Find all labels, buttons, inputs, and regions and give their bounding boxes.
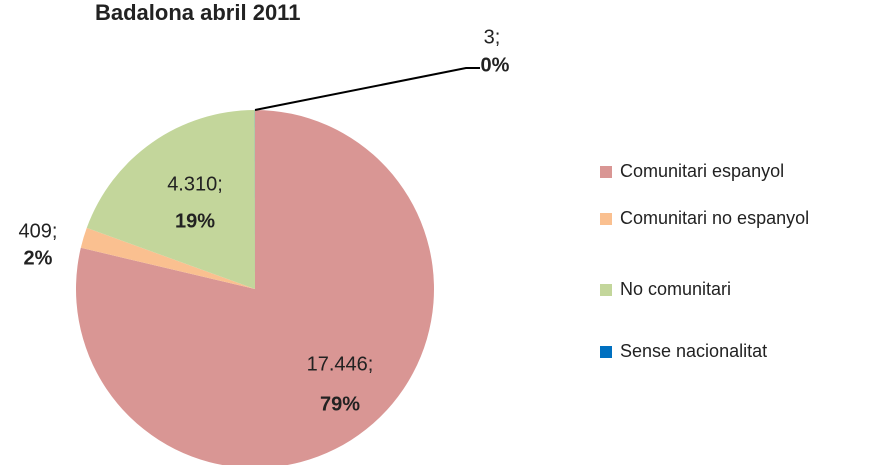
chart-title: Badalona abril 2011 [95,0,300,25]
data-label: 17.446; [307,353,374,375]
percent-label: 2% [24,247,53,269]
legend-swatch [600,213,612,225]
legend-swatch [600,166,612,178]
pie-slice [86,110,255,289]
legend-label: Comunitari espanyol [620,161,784,181]
data-label: 4.310; [167,173,223,195]
percent-label: 79% [320,393,360,415]
pie-slice [76,110,434,465]
legend-swatch [600,346,612,358]
legend-label: Comunitari no espanyol [620,208,809,228]
percent-label: 0% [481,54,510,76]
percent-label: 19% [175,210,215,232]
pie-slice [80,227,256,289]
data-label: 3; [484,26,501,48]
legend-label: No comunitari [620,279,731,299]
legend-swatch [600,284,612,296]
leader-line [254,67,480,111]
legend-label: Sense nacionalitat [620,341,767,361]
data-label: 409; [19,220,58,242]
